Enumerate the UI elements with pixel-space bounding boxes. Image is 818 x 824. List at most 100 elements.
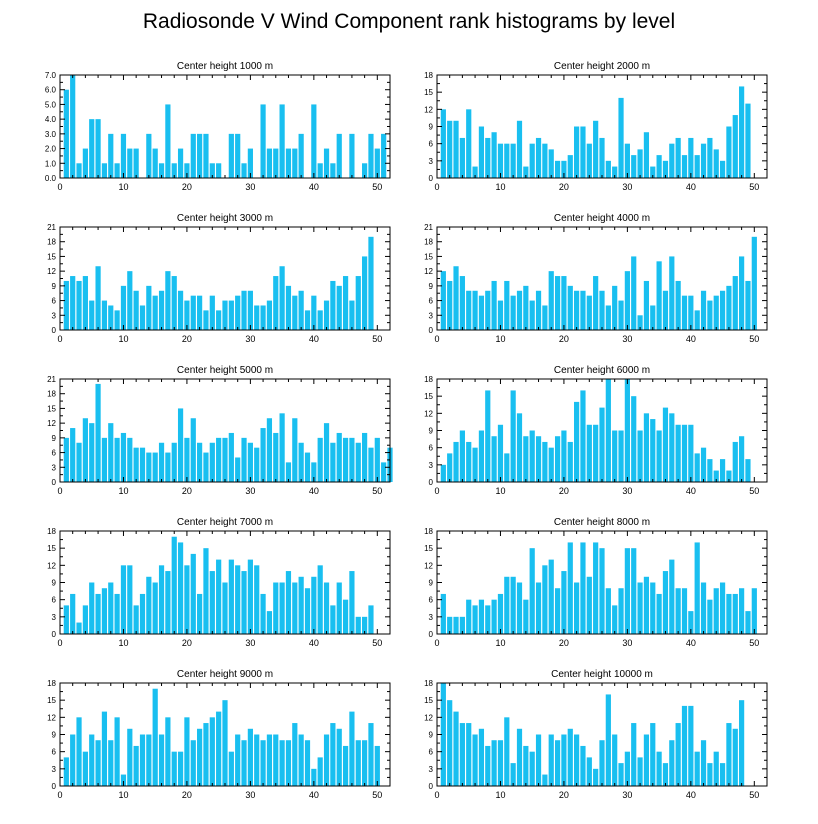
bar-8: [108, 423, 114, 482]
x-tick-label: 20: [182, 182, 192, 192]
y-tick-label: 6: [429, 140, 434, 149]
y-tick-label: 0: [52, 630, 57, 639]
bar-34: [650, 582, 656, 634]
y-tick-label: 12: [424, 561, 433, 570]
x-tick-label: 10: [118, 182, 128, 192]
bar-26: [599, 740, 605, 786]
x-tick-label: 30: [622, 638, 632, 648]
bar-3: [76, 717, 82, 786]
x-tick-label: 30: [622, 182, 632, 192]
bar-6: [95, 266, 101, 330]
bar-12: [133, 745, 139, 786]
y-tick-label: 18: [424, 71, 433, 80]
bar-15: [529, 143, 535, 178]
bar-11: [127, 728, 133, 786]
bar-17: [542, 143, 548, 178]
bar-15: [152, 148, 158, 178]
bar-49: [368, 133, 374, 178]
bar-23: [580, 290, 586, 330]
bar-3: [453, 441, 459, 482]
bar-10: [120, 432, 127, 482]
bar-10: [497, 300, 504, 330]
y-tick-label: 3: [52, 311, 57, 320]
x-tick-label: 50: [749, 334, 759, 344]
bar-36: [662, 407, 669, 482]
y-tick-label: 9: [429, 123, 434, 132]
bar-36: [662, 571, 669, 634]
bar-33: [643, 280, 650, 330]
bar-48: [739, 700, 745, 786]
bar-34: [650, 305, 656, 330]
bar-22: [197, 442, 203, 482]
bar-7: [101, 588, 108, 634]
bar-39: [681, 155, 688, 178]
bar-35: [279, 582, 285, 634]
bar-24: [209, 717, 215, 786]
bar-37: [669, 740, 675, 786]
bar-21: [190, 133, 196, 178]
bar-34: [650, 419, 656, 482]
bar-45: [342, 437, 349, 482]
bar-40: [688, 295, 694, 330]
panel-6: Center height 6000 m 0 10 20 30 40 50 0 3 6 9 12 15 1…: [424, 365, 768, 496]
bar-44: [336, 285, 342, 330]
bar-18: [548, 447, 554, 482]
bar-19: [554, 276, 561, 330]
x-tick-label: 20: [559, 790, 569, 800]
bar-8: [108, 305, 114, 330]
x-tick-label: 20: [559, 486, 569, 496]
bar-39: [304, 740, 311, 786]
bar-3: [453, 120, 459, 178]
bar-26: [222, 300, 228, 330]
bar-46: [349, 571, 355, 634]
bar-2: [70, 428, 76, 482]
x-tick-label: 50: [749, 182, 759, 192]
bar-41: [694, 542, 700, 634]
bar-20: [561, 276, 567, 330]
bar-43: [330, 280, 336, 330]
y-tick-label: 15: [424, 544, 433, 553]
bar-47: [732, 441, 738, 482]
bar-34: [273, 734, 279, 786]
bar-32: [637, 149, 643, 178]
bar-31: [631, 548, 637, 634]
bar-18: [548, 149, 554, 178]
bar-16: [535, 290, 542, 330]
bar-4: [82, 148, 88, 178]
x-tick-label: 20: [182, 486, 192, 496]
bar-40: [311, 768, 317, 786]
bar-27: [228, 559, 234, 634]
bar-7: [478, 728, 485, 786]
y-tick-label: 1.0: [45, 159, 57, 168]
bar-2: [70, 593, 76, 634]
y-tick-label: 3: [429, 613, 434, 622]
bar-4: [459, 616, 465, 634]
bar-14: [146, 452, 152, 482]
bar-19: [554, 160, 561, 178]
bar-29: [618, 588, 624, 634]
bar-49: [745, 459, 751, 482]
bar-28: [235, 295, 241, 330]
bar-11: [127, 437, 133, 482]
bar-37: [292, 295, 298, 330]
bar-2: [447, 700, 453, 786]
bar-24: [209, 295, 215, 330]
y-tick-label: 0: [429, 630, 434, 639]
bar-41: [694, 751, 700, 786]
x-tick-label: 10: [495, 486, 505, 496]
y-tick-label: 0: [52, 782, 57, 791]
bar-38: [298, 290, 304, 330]
bar-44: [336, 133, 342, 178]
bar-7: [101, 163, 108, 178]
bar-45: [342, 276, 349, 330]
x-tick-label: 40: [686, 334, 696, 344]
bar-21: [567, 285, 573, 330]
bar-43: [707, 599, 713, 634]
y-tick-label: 4.0: [45, 115, 57, 124]
y-tick-label: 0: [429, 174, 434, 183]
x-tick-label: 0: [57, 486, 62, 496]
bar-21: [567, 542, 573, 634]
bar-6: [95, 383, 101, 482]
bar-16: [535, 582, 542, 634]
